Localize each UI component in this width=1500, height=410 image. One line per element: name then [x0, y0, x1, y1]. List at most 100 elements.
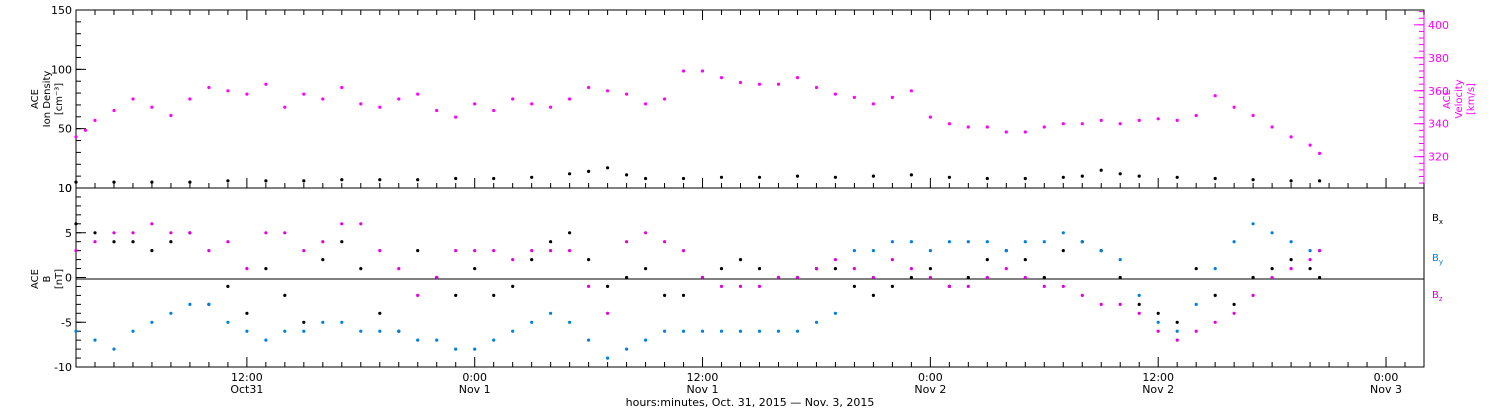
bfield-point — [207, 249, 211, 253]
bfield-point — [833, 258, 838, 262]
bfield-point — [644, 267, 648, 271]
density-point — [1118, 172, 1122, 176]
bfield-point — [473, 347, 477, 351]
velocity-point — [245, 92, 249, 96]
bfield-point — [226, 284, 230, 288]
bfield-point — [359, 267, 363, 271]
bfield-point — [1232, 311, 1236, 315]
velocity-point — [1099, 118, 1103, 122]
x-tick-date: Nov 2 — [1142, 383, 1174, 396]
bfield-point — [435, 338, 439, 342]
bfield-point — [549, 311, 553, 315]
bfield-point — [169, 231, 173, 235]
bfield-point — [1042, 284, 1046, 288]
bfield-point — [302, 329, 306, 333]
density-point — [1213, 176, 1217, 181]
density-point — [378, 178, 382, 182]
bfield-point — [1270, 267, 1274, 271]
bfield-point — [1137, 302, 1141, 306]
bfield-point — [340, 320, 344, 324]
bfield-point — [549, 249, 553, 253]
bfield-point — [833, 267, 838, 271]
bfield-point — [663, 329, 667, 333]
bfield-point — [1270, 275, 1274, 280]
x-tick-time: 12:00 — [231, 371, 263, 384]
bfield-point — [74, 329, 78, 333]
velocity-series-0 — [74, 69, 1322, 155]
velocity-point — [74, 135, 78, 139]
bfield-point — [131, 240, 135, 244]
velocity-point — [83, 128, 88, 132]
bfield-point — [264, 231, 268, 235]
density-point — [719, 175, 724, 179]
plot-frames — [75, 9, 1425, 368]
bfield-point — [625, 240, 629, 244]
density-point — [530, 175, 534, 179]
velocity-point — [814, 85, 819, 90]
bfield-point — [909, 275, 914, 280]
bfield-point — [1137, 293, 1141, 297]
velocity-point — [663, 97, 667, 101]
velocity-point — [871, 102, 876, 106]
velocity-point — [1175, 118, 1179, 122]
bfield-point — [74, 249, 78, 253]
bottom-panel-series — [74, 222, 1322, 360]
bottom-ylabel-line3: [nT] — [54, 269, 65, 289]
bfield-point — [890, 258, 895, 262]
velocity-point — [890, 95, 895, 99]
bfield-point — [1023, 258, 1027, 262]
bfield-point — [1213, 293, 1217, 297]
bfield-point — [321, 240, 325, 244]
velocity-point — [131, 97, 135, 101]
bfield-point — [928, 249, 933, 253]
bfield-point — [738, 284, 743, 288]
bfield-point — [606, 356, 610, 360]
bfield-series-0 — [74, 222, 1322, 333]
velocity-point — [568, 97, 572, 101]
bfield-point — [1023, 240, 1027, 244]
bfield-point — [340, 222, 344, 226]
density-point — [833, 175, 838, 179]
bfield-point — [1118, 275, 1122, 280]
bfield-point — [378, 329, 382, 333]
bfield-point — [700, 275, 705, 280]
bfield-point — [1232, 240, 1236, 244]
bfield-point — [1099, 249, 1103, 253]
bfield-point — [757, 284, 762, 288]
bottom-ytick-label: 0 — [65, 272, 72, 285]
velocity-point — [321, 97, 325, 101]
bfield-point — [625, 347, 629, 351]
bfield-point — [700, 329, 705, 333]
velocity-point — [169, 113, 173, 118]
bfield-point — [587, 338, 591, 342]
bfield-point — [1289, 240, 1293, 244]
velocity-point — [681, 69, 686, 73]
velocity-point — [530, 102, 534, 106]
density-point — [644, 176, 648, 181]
bfield-point — [871, 275, 876, 280]
bfield-point — [359, 222, 363, 226]
bfield-point — [93, 240, 97, 244]
bfield-point — [606, 311, 610, 315]
x-axis-label: hours:minutes, Oct. 31, 2015 — Nov. 3, 2… — [626, 396, 875, 409]
bfield-point — [1270, 231, 1274, 235]
bfield-point — [226, 320, 230, 324]
bfield-point — [1318, 275, 1322, 280]
bfield-point — [511, 258, 515, 262]
bfield-point — [1289, 258, 1293, 262]
bfield-point — [492, 293, 496, 297]
bfield-point — [1308, 258, 1312, 262]
bfield-point — [644, 338, 648, 342]
top-y2label-line3: [km/s] — [1466, 83, 1477, 115]
density-point — [1289, 179, 1293, 183]
velocity-point — [700, 69, 705, 73]
velocity-point — [587, 85, 591, 90]
velocity-point — [207, 85, 211, 90]
bfield-point — [1175, 320, 1179, 324]
bfield-point — [890, 240, 895, 244]
bfield-point — [416, 293, 420, 297]
bottom-ytick-label: 5 — [65, 227, 72, 240]
bfield-point — [1118, 302, 1122, 306]
